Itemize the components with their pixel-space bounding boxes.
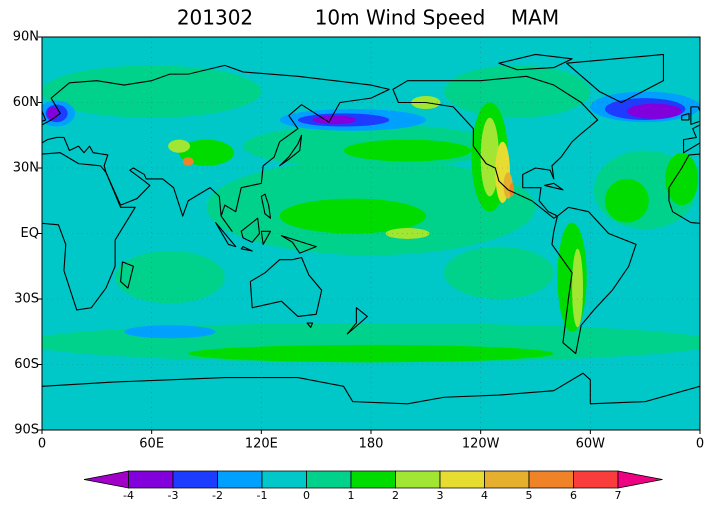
title-period: 201302: [177, 6, 253, 30]
lat-label: 90N: [13, 30, 39, 45]
colorbar-bin: [83, 470, 129, 489]
colorbar-bin: [217, 470, 263, 489]
lat-label: 30N: [13, 161, 39, 176]
colorbar-label: 0: [303, 489, 310, 502]
lon-label: 60E: [139, 437, 164, 452]
colorbar-label: -3: [168, 489, 179, 502]
lat-label: 60N: [13, 95, 39, 110]
lon-label: 180: [359, 437, 384, 452]
lon-label: 0: [38, 437, 46, 452]
colorbar-bin: [573, 470, 619, 489]
title-variable: 10m Wind Speed: [315, 6, 486, 30]
map-field: [42, 37, 700, 430]
lon-label: 120E: [245, 437, 278, 452]
colorbar: -4 -3 -2 -1 0 1 2 3 4 5 6 7: [83, 470, 663, 502]
colorbar-label: 2: [392, 489, 399, 502]
lat-label: EQ: [21, 226, 39, 241]
lat-label: 30S: [14, 292, 39, 307]
colorbar-label: -4: [123, 489, 134, 502]
lat-label: 60S: [14, 357, 39, 372]
colorbar-bin: [528, 470, 574, 489]
colorbar-bin: [484, 470, 530, 489]
colorbar-bin: [172, 470, 218, 489]
colorbar-label: 4: [481, 489, 488, 502]
lat-label: 90S: [14, 423, 39, 438]
lon-label: 60W: [576, 437, 606, 452]
colorbar-bin: [617, 470, 663, 489]
graticule: [42, 37, 700, 430]
colorbar-bin: [350, 470, 396, 489]
colorbar-label: -1: [257, 489, 268, 502]
lon-label: 120W: [462, 437, 500, 452]
colorbar-label: 5: [526, 489, 533, 502]
title-season: MAM: [511, 6, 559, 30]
colorbar-label: 6: [570, 489, 577, 502]
colorbar-label: 7: [615, 489, 622, 502]
colorbar-label: 1: [348, 489, 355, 502]
colorbar-bin: [306, 470, 352, 489]
colorbar-label: -2: [212, 489, 223, 502]
colorbar-label: 3: [437, 489, 444, 502]
colorbar-bin: [128, 470, 174, 489]
colorbar-bin: [395, 470, 441, 489]
lon-label: 0: [696, 437, 704, 452]
colorbar-bin: [261, 470, 307, 489]
colorbar-bin: [439, 470, 485, 489]
